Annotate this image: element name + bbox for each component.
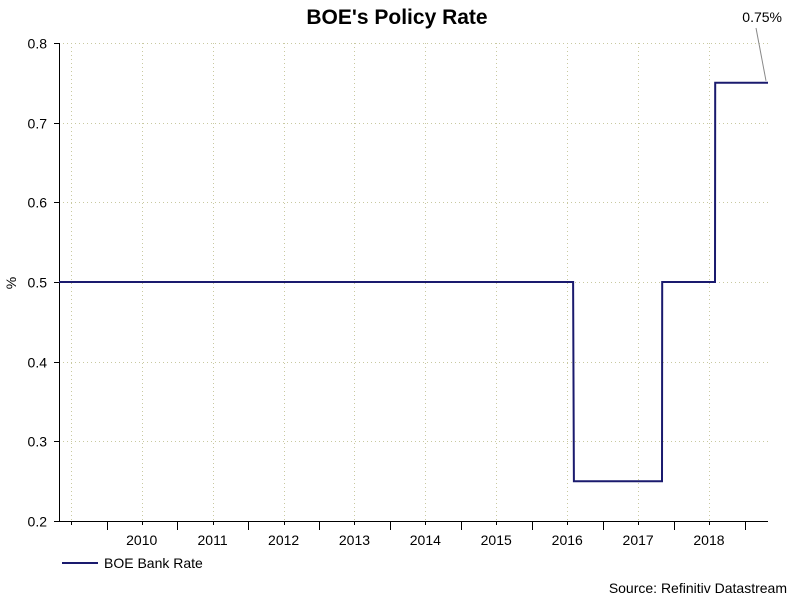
annotation-layer: 0.75% <box>742 9 782 81</box>
x-tick-label: 2015 <box>481 532 512 548</box>
x-tick-label: 2011 <box>198 532 228 548</box>
y-tick-label: 0.2 <box>28 514 48 530</box>
y-tick-label: 0.3 <box>28 434 48 450</box>
y-axis-ticks: 0.2 0.3 0.4 0.5 0.6 0.7 0.8 <box>28 36 59 530</box>
source-text: Source: Refinitiv Datastream <box>609 580 787 596</box>
y-tick-label: 0.7 <box>28 116 48 132</box>
y-tick-label: 0.6 <box>28 195 48 211</box>
y-tick-label: 0.5 <box>28 275 48 291</box>
x-tick-label: 2016 <box>552 532 583 548</box>
series-layer <box>59 81 768 483</box>
chart-title: BOE's Policy Rate <box>306 6 487 29</box>
x-tick-label: 2010 <box>126 532 157 548</box>
x-tick-label: 2013 <box>339 532 370 548</box>
x-tick-label: 2012 <box>268 532 299 548</box>
x-axis-ticks: 2010 2011 2012 2013 2014 2015 2016 2017 2018 <box>71 521 746 548</box>
y-axis-label: % <box>3 277 19 289</box>
legend-label: BOE Bank Rate <box>104 555 203 571</box>
y-tick-label: 0.8 <box>28 36 48 52</box>
series-line-0 <box>59 81 768 483</box>
x-tick-label: 2014 <box>410 532 441 548</box>
x-tick-label: 2018 <box>693 532 724 548</box>
annotation-label: 0.75% <box>742 9 782 25</box>
x-tick-label: 2017 <box>623 532 654 548</box>
legend: BOE Bank Rate <box>62 555 203 571</box>
annotation-leader-line <box>755 27 767 81</box>
y-tick-label: 0.4 <box>28 355 48 371</box>
